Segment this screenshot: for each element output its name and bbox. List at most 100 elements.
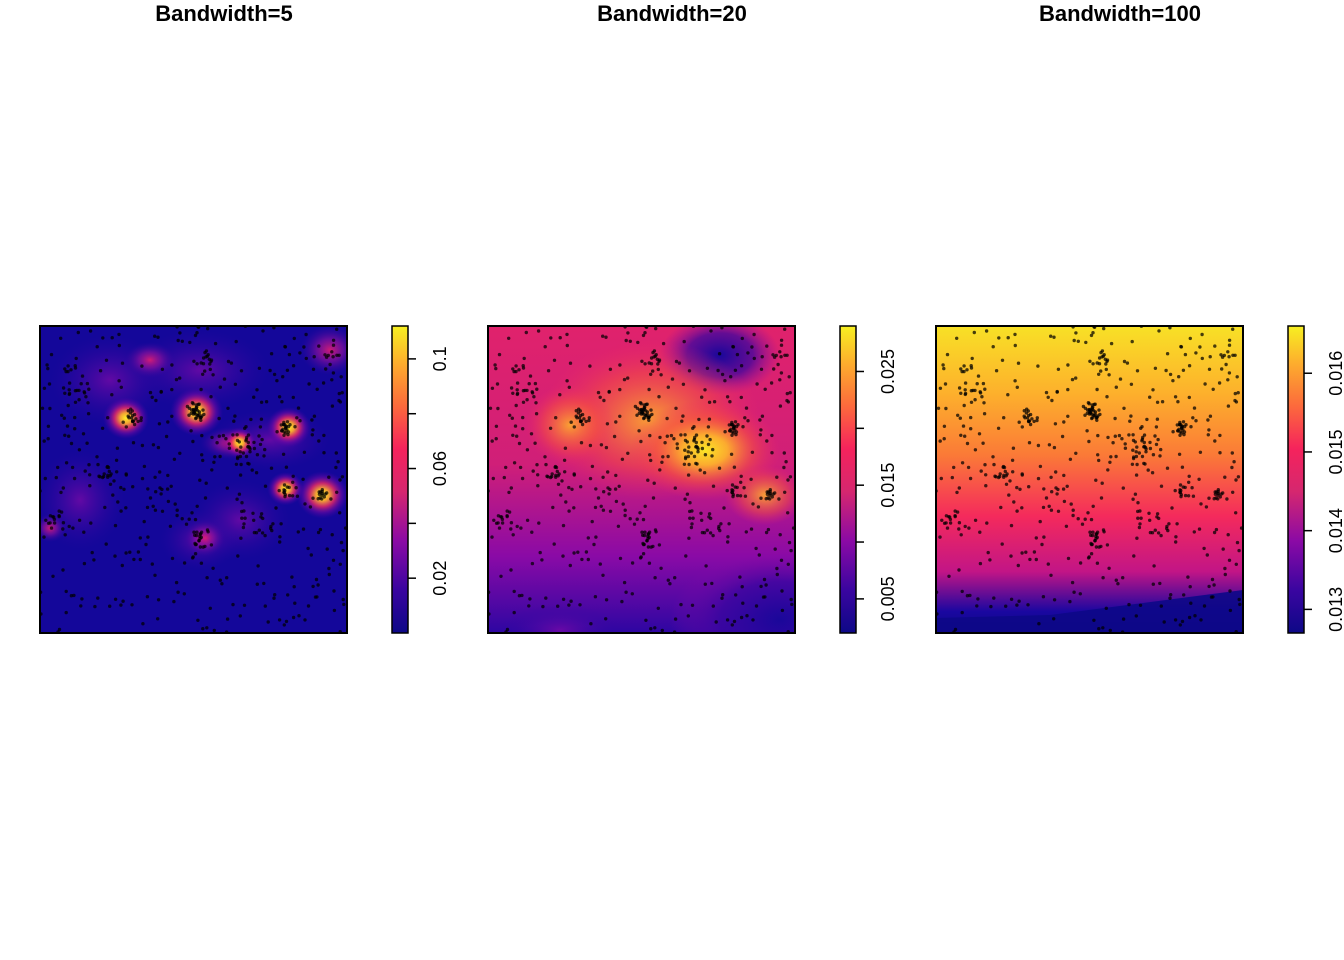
data-point: [605, 422, 610, 426]
data-point: [213, 341, 218, 346]
data-point: [1006, 393, 1010, 397]
data-point: [335, 490, 339, 494]
data-point: [719, 522, 723, 526]
data-point: [331, 338, 336, 342]
data-point: [252, 446, 257, 451]
data-point: [565, 332, 569, 337]
data-point: [44, 518, 48, 522]
data-point: [336, 460, 340, 464]
data-point: [287, 352, 292, 357]
data-point: [1136, 516, 1140, 520]
data-point: [606, 470, 610, 474]
data-point: [552, 542, 556, 546]
data-point: [1078, 592, 1083, 596]
data-point: [235, 448, 239, 452]
data-point: [495, 382, 500, 386]
data-point: [1165, 524, 1169, 529]
data-point: [272, 596, 276, 600]
data-point: [635, 517, 639, 521]
data-point: [576, 550, 580, 554]
data-point: [1028, 557, 1032, 562]
data-point: [257, 434, 261, 438]
data-point: [640, 530, 644, 534]
data-point: [42, 439, 46, 443]
data-point: [496, 521, 500, 525]
data-point: [1066, 363, 1070, 367]
data-point: [1167, 522, 1171, 526]
data-point: [538, 550, 542, 555]
data-point: [1062, 473, 1066, 478]
data-point: [960, 461, 965, 465]
data-point: [586, 557, 590, 562]
data-point: [218, 578, 222, 582]
data-point: [620, 599, 624, 604]
data-point: [660, 628, 664, 633]
data-point: [89, 521, 93, 525]
data-point: [683, 448, 687, 452]
data-point: [1093, 410, 1098, 414]
data-point: [311, 428, 315, 432]
data-point: [1105, 359, 1109, 364]
data-point: [1083, 517, 1087, 521]
data-point: [1132, 554, 1136, 558]
data-point: [944, 514, 949, 518]
data-point: [942, 424, 947, 428]
data-point: [233, 414, 237, 418]
data-point: [955, 490, 959, 495]
data-point: [968, 593, 972, 598]
data-point: [692, 454, 697, 459]
data-point: [740, 336, 744, 341]
data-point: [614, 420, 618, 424]
data-point: [210, 435, 214, 440]
data-point: [1052, 617, 1056, 621]
data-point: [656, 362, 660, 366]
data-point: [42, 535, 46, 539]
data-point: [1036, 364, 1040, 368]
data-point: [509, 486, 513, 490]
data-point: [702, 531, 707, 535]
data-point: [124, 551, 128, 555]
data-point: [764, 583, 768, 587]
data-point: [1121, 576, 1125, 580]
data-point: [515, 524, 519, 529]
data-point: [1178, 420, 1182, 425]
data-point: [730, 420, 734, 425]
data-point: [254, 531, 259, 535]
data-point: [307, 382, 311, 386]
data-point: [95, 345, 99, 349]
data-point: [206, 353, 210, 357]
data-point: [984, 473, 988, 477]
data-point: [938, 386, 943, 390]
data-point: [1154, 442, 1159, 447]
data-point: [144, 542, 148, 547]
data-point: [1151, 582, 1156, 586]
data-point: [1097, 372, 1101, 376]
data-point: [178, 331, 182, 335]
data-point: [1081, 404, 1086, 409]
data-point: [644, 618, 648, 622]
data-point: [1186, 575, 1190, 579]
data-point: [656, 367, 660, 372]
data-point: [199, 418, 203, 422]
data-point: [145, 595, 150, 599]
data-point: [975, 382, 979, 386]
data-point: [942, 437, 946, 441]
data-point: [976, 374, 981, 378]
data-point: [944, 406, 948, 411]
data-point: [331, 558, 336, 562]
data-point: [69, 441, 74, 446]
data-point: [786, 400, 791, 404]
data-point: [754, 546, 758, 551]
data-point: [1148, 440, 1152, 445]
data-point: [972, 330, 976, 335]
data-point: [783, 353, 787, 357]
data-point: [1160, 400, 1165, 404]
data-point: [341, 548, 345, 553]
data-point: [749, 477, 753, 481]
data-point: [659, 373, 663, 377]
data-point: [112, 479, 116, 483]
data-point: [730, 483, 735, 487]
data-point: [296, 530, 300, 534]
data-point: [565, 343, 569, 348]
data-point: [656, 606, 660, 610]
